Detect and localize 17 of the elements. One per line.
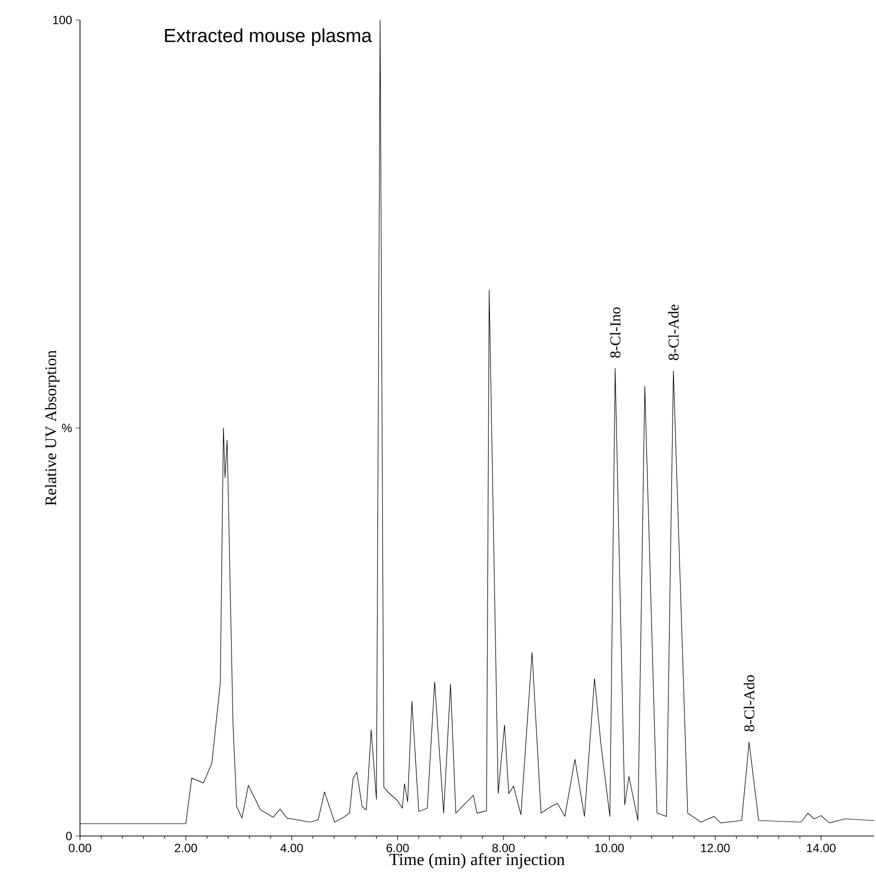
annotation: 8-Cl-Ado: [744, 675, 754, 732]
annotation: 8-Cl-Ade: [668, 304, 679, 360]
y-tick-label: 100: [53, 16, 72, 24]
x-tick-label: 2.00: [174, 844, 198, 852]
x-tick-label: 4.00: [280, 844, 303, 852]
y-tick-label: 0: [66, 832, 72, 840]
x-tick-label: 10.00: [595, 844, 624, 852]
x-tick-label: 8.00: [492, 844, 515, 852]
y-tick-label: %: [62, 424, 72, 432]
x-tick-label: 6.00: [386, 844, 409, 852]
chart-title: Extracted mouse plasma: [165, 28, 372, 46]
y-axis-title: Relative UV Absorption: [44, 350, 60, 506]
annotation: 8-Cl-Ino: [610, 307, 620, 358]
x-axis-title: Time (min) after injection: [389, 853, 565, 869]
x-tick-label: 0.00: [68, 844, 92, 852]
x-tick-label: 12.00: [701, 844, 730, 852]
x-tick-label: 14.00: [807, 844, 836, 852]
